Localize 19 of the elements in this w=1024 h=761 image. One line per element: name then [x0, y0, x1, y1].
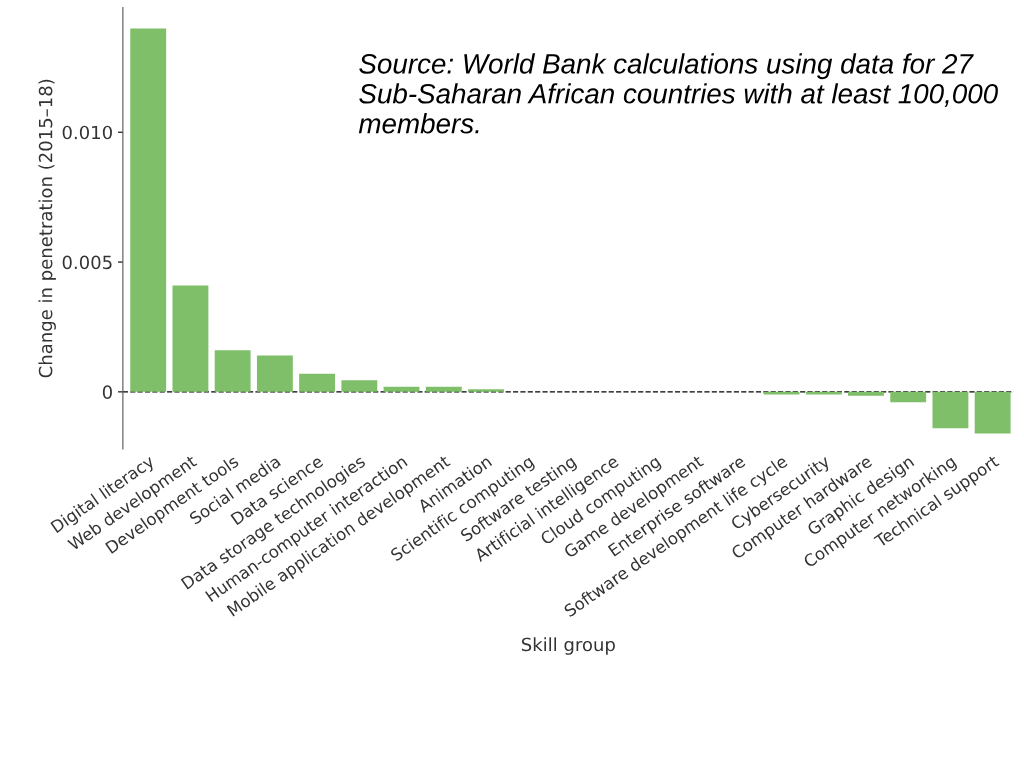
bar: [468, 389, 504, 392]
bar: [848, 391, 884, 396]
y-tick-label: 0.010: [62, 125, 112, 140]
bar: [214, 350, 251, 392]
bar: [932, 391, 969, 429]
bar: [256, 355, 293, 392]
bar: [341, 380, 378, 392]
bar: [172, 285, 209, 392]
bar: [425, 386, 462, 392]
y-tick-label: 0: [102, 385, 112, 399]
annotation: Source: World Bank calculations using data for 27 Sub-Saharan African countries with at least 100,000 members.: [358, 53, 998, 134]
x-axis-title: Skill group: [521, 637, 615, 655]
y-axis-title: Change in penetration (2015–18): [38, 79, 56, 378]
bar: [890, 391, 927, 403]
bar: [383, 386, 420, 392]
bar: [130, 28, 167, 392]
bar: [299, 373, 336, 392]
bar: [974, 391, 1011, 434]
y-tick-label: 0.005: [62, 255, 112, 270]
